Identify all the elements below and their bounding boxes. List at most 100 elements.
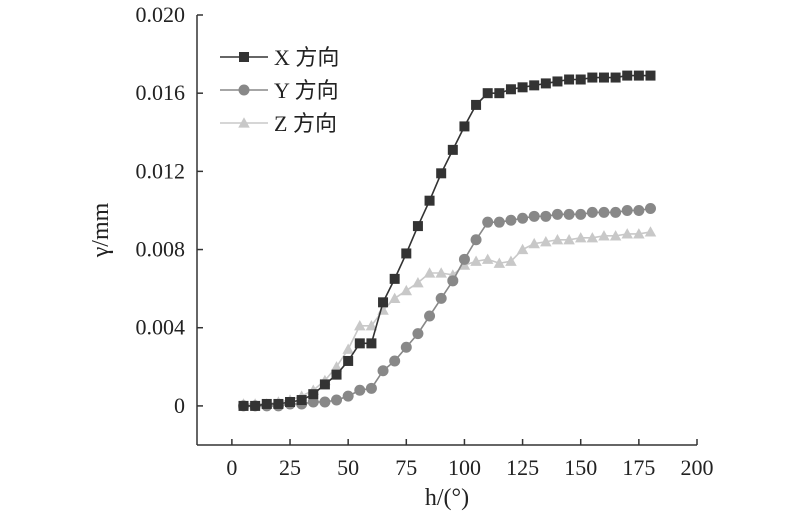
legend: X 方向 Y 方向 Z 方向 [220, 45, 339, 136]
x-tick-label: 200 [681, 455, 714, 480]
legend-label: Y 方向 [274, 78, 339, 103]
legend-label: Z 方向 [274, 111, 337, 136]
data-point-marker [621, 228, 633, 239]
series-square [238, 70, 656, 411]
data-point-marker [540, 210, 552, 222]
data-point-marker [587, 72, 598, 83]
data-point-marker [319, 396, 331, 408]
data-point-marker [238, 117, 250, 128]
x-axis-title: h/(°) [425, 485, 469, 511]
data-point-marker [365, 382, 377, 394]
axes [196, 15, 697, 446]
data-point-marker [575, 74, 586, 85]
legend-label: X 方向 [274, 45, 339, 70]
legend-entry: Y 方向 [220, 78, 339, 103]
data-point-marker [307, 396, 319, 408]
data-point-marker [609, 230, 622, 241]
data-point-marker [342, 390, 354, 402]
x-tick-label: 50 [337, 455, 359, 480]
data-point-marker [285, 397, 296, 407]
data-point-marker [389, 273, 400, 284]
data-point-marker [575, 208, 587, 220]
data-point-marker [412, 328, 424, 340]
data-point-marker [564, 74, 575, 85]
data-point-marker [610, 72, 621, 83]
data-point-marker [598, 206, 610, 218]
data-point-marker [540, 78, 551, 89]
data-point-marker [482, 88, 493, 99]
data-point-marker [493, 216, 505, 228]
y-axis-title: γ/mm [88, 202, 114, 258]
data-point-marker [505, 255, 517, 266]
legend-entry: Z 方向 [220, 111, 337, 136]
data-point-marker [365, 320, 378, 331]
x-tick-label: 100 [448, 455, 481, 480]
data-point-marker [551, 208, 563, 220]
data-point-marker [645, 70, 656, 81]
x-tick-label: 75 [395, 455, 417, 480]
x-tick-label: 175 [622, 455, 655, 480]
data-point-marker [459, 121, 470, 132]
data-point-marker [621, 204, 633, 216]
data-point-marker [296, 395, 307, 406]
data-point-marker [563, 208, 575, 220]
x-tick-label: 150 [564, 455, 597, 480]
data-point-marker [586, 206, 598, 218]
y-tick-label: 0.020 [136, 2, 186, 27]
x-tick-label: 25 [279, 455, 301, 480]
data-point-marker [633, 228, 645, 239]
data-point-marker [517, 82, 528, 93]
data-point-marker [633, 70, 644, 81]
y-tick-label: 0.004 [136, 315, 186, 340]
series-triangle [237, 226, 657, 409]
data-point-marker [517, 212, 529, 224]
y-axis-ticks: 0 0.004 0.008 0.012 0.016 0.020 [136, 2, 203, 418]
data-point-marker [424, 310, 436, 322]
data-point-marker [551, 234, 564, 245]
data-point-marker [377, 365, 389, 377]
data-point-marker [481, 253, 494, 264]
legend-entry: X 方向 [220, 45, 339, 70]
data-point-marker [494, 88, 505, 99]
data-point-marker [505, 84, 516, 95]
data-point-marker [482, 216, 494, 228]
x-tick-label: 125 [506, 455, 539, 480]
data-point-marker [412, 277, 424, 288]
data-point-marker [563, 234, 575, 245]
data-point-marker [471, 99, 482, 110]
data-point-marker [436, 168, 447, 179]
data-point-marker [447, 275, 459, 287]
data-point-marker [400, 341, 412, 353]
data-point-marker [644, 226, 657, 237]
data-point-marker [598, 72, 609, 83]
data-point-marker [516, 243, 529, 255]
data-point-marker [239, 52, 249, 62]
data-point-marker [378, 297, 389, 308]
data-point-marker [610, 206, 622, 218]
data-point-marker [470, 255, 482, 266]
data-point-marker [529, 80, 540, 91]
data-point-marker [319, 379, 330, 390]
data-point-marker [435, 292, 447, 304]
data-point-marker [354, 338, 365, 349]
data-point-marker [261, 398, 272, 409]
data-point-marker [458, 253, 470, 265]
data-point-marker [622, 70, 633, 81]
data-point-marker [435, 267, 447, 278]
y-tick-label: 0.008 [136, 237, 186, 262]
data-point-marker [470, 234, 482, 246]
data-point-marker [412, 221, 423, 232]
data-point-marker [493, 257, 506, 268]
y-tick-label: 0.012 [136, 158, 186, 183]
data-point-marker [552, 76, 563, 87]
data-point-marker [343, 355, 354, 366]
series-layer [237, 70, 657, 412]
data-point-marker [331, 369, 342, 380]
data-point-marker [388, 292, 401, 304]
data-point-marker [598, 230, 610, 241]
data-point-marker [238, 84, 250, 96]
data-point-marker [423, 267, 436, 278]
data-point-marker [354, 320, 366, 331]
data-point-marker [389, 355, 401, 367]
